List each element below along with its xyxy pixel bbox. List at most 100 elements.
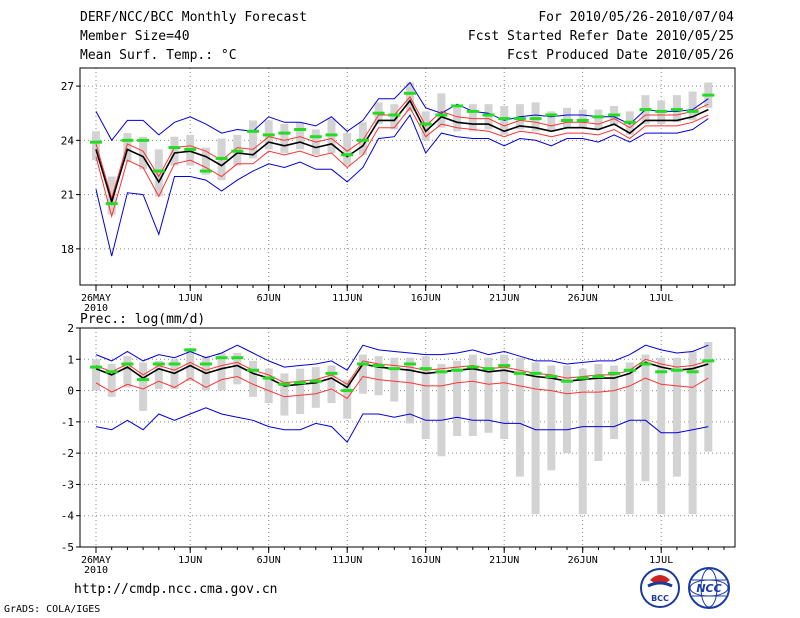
x-tick-label: 26MAY — [81, 555, 111, 566]
grads-credit: GrADS: COLA/IGES — [4, 604, 101, 615]
ensemble-box — [594, 109, 603, 130]
green-marker — [231, 149, 244, 153]
y-tick-label: 1 — [67, 353, 74, 366]
plot-frame — [79, 327, 736, 548]
ensemble-box — [563, 107, 571, 128]
ensemble-box — [390, 357, 399, 402]
x-tick-label: 1JUL — [649, 555, 673, 566]
green-marker — [231, 356, 244, 360]
green-marker — [419, 122, 432, 126]
green-marker — [341, 153, 354, 157]
ensemble-box — [374, 356, 383, 396]
green-marker — [529, 117, 542, 121]
green-marker — [482, 367, 495, 371]
ensemble-box — [578, 109, 587, 128]
green-marker — [121, 138, 134, 142]
ensemble-box — [468, 354, 477, 436]
ensemble-box — [515, 357, 524, 477]
green-marker — [623, 120, 636, 124]
y-tick-label: 27 — [61, 80, 74, 93]
green-marker — [388, 113, 401, 117]
green-marker — [592, 374, 605, 378]
upper-bound-line — [95, 81, 709, 142]
green-marker — [152, 362, 165, 366]
start-date: Fcst Started Refer Date 2010/05/25 — [467, 29, 734, 44]
ensemble-box — [296, 122, 305, 150]
green-marker — [451, 104, 464, 108]
x-tick-label: 16JUN — [411, 293, 441, 304]
ensemble-box — [484, 357, 493, 433]
green-marker — [247, 129, 259, 133]
temp-variable-label: Mean Surf. Temp.: °C — [80, 48, 237, 63]
green-marker — [294, 381, 307, 385]
ensemble-box — [154, 149, 163, 197]
ensemble-box — [641, 354, 650, 482]
x-year-label: 2010 — [84, 565, 108, 576]
ensemble-box — [547, 111, 556, 132]
ensemble-box — [484, 104, 493, 130]
precipitation-panel: -5 -4 -3 -2 -1 0 1 2 26MAY 1JUN 6JUN 11JUN 16JUN 21JU… — [61, 322, 736, 576]
ensemble-box — [531, 102, 540, 132]
green-marker — [608, 371, 621, 375]
y-tick-label: 2 — [67, 322, 74, 335]
ensemble-box — [107, 176, 116, 215]
ensemble-box — [688, 91, 697, 121]
green-marker — [199, 362, 212, 366]
ensemble-box — [280, 124, 289, 153]
ensemble-box — [249, 360, 257, 397]
globe-icon — [692, 579, 726, 597]
green-marker — [561, 118, 573, 122]
green-marker — [451, 368, 464, 372]
green-marker — [639, 362, 652, 366]
green-marker — [670, 108, 683, 112]
y-tick-label: -2 — [61, 447, 74, 460]
x-tick-label: 21JUN — [489, 293, 519, 304]
green-marker — [137, 138, 150, 142]
plot-frame — [79, 67, 736, 286]
green-marker — [356, 362, 369, 366]
green-marker — [90, 140, 102, 144]
ensemble-box — [139, 362, 148, 411]
y-tick-label: 24 — [61, 134, 75, 147]
y-tick-label: -5 — [61, 541, 74, 554]
ensemble-box — [343, 379, 352, 419]
ensemble-box — [139, 136, 148, 170]
green-marker — [388, 367, 401, 371]
green-marker — [435, 370, 448, 374]
y-tick-label: -4 — [61, 510, 75, 523]
green-marker — [278, 382, 291, 386]
green-marker — [702, 93, 715, 97]
y-tick-label: 21 — [61, 189, 74, 202]
green-marker — [576, 118, 589, 122]
x-tick-label: 1JUL — [649, 293, 673, 304]
ensemble-box — [358, 122, 367, 155]
green-marker — [247, 368, 259, 372]
ensemble-box — [468, 104, 477, 132]
ensemble-mean-line — [95, 361, 709, 389]
x-tick-label: 6JUN — [257, 293, 281, 304]
ensemble-box — [531, 362, 540, 515]
lower-spread-line — [95, 375, 709, 400]
green-marker — [137, 378, 150, 382]
ensemble-box — [437, 93, 446, 128]
source-url[interactable]: http://cmdp.ncc.cma.gov.cn — [74, 582, 278, 597]
ensemble-box — [500, 354, 509, 440]
green-marker — [215, 356, 228, 360]
ensemble-box — [154, 360, 163, 390]
green-marker — [561, 379, 573, 383]
x-tick-label: 6JUN — [257, 555, 281, 566]
ensemble-box — [264, 368, 273, 404]
green-marker — [184, 348, 197, 352]
ncc-logo-text: NCC — [696, 582, 721, 595]
lower-bound-line — [95, 113, 709, 257]
ensemble-box — [672, 357, 681, 477]
x-tick-label: 1JUN — [178, 555, 202, 566]
green-marker — [309, 135, 322, 139]
ensemble-mean-line — [95, 99, 709, 205]
green-marker — [325, 371, 338, 375]
ensemble-box — [437, 363, 446, 457]
x-tick-label: 11JUN — [332, 555, 362, 566]
ensemble-box — [170, 136, 179, 166]
ensemble-box — [92, 131, 100, 161]
green-marker — [105, 202, 118, 206]
